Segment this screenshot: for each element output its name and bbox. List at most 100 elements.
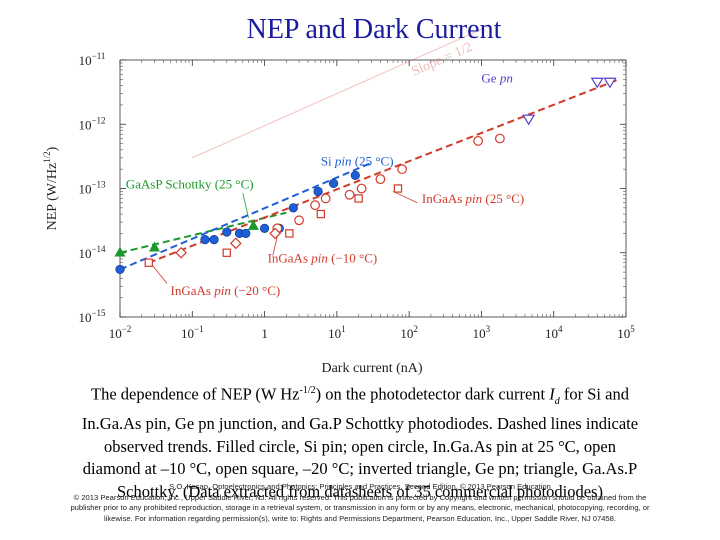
caption-line-1: The dependence of NEP (W Hz-1/2) on the … (40, 380, 680, 413)
copyright-notice: S.O. Kasap, Optoelectronics and Photonic… (22, 482, 698, 524)
y-tick-exponent: −14 (91, 244, 106, 254)
nep-chart: 10−2 10−1 1 101 102 103 104 10510−1110−1210−131… (42, 28, 635, 376)
caption-text: ) on the photodetector dark current (315, 384, 550, 404)
point-si (241, 228, 251, 239)
x-tick-exponent: 5 (630, 324, 635, 334)
annotation-tail: (−10 °C) (328, 251, 377, 266)
annotation-si: Si pin (25 °C) (321, 153, 394, 168)
x-tick-exponent: −1 (194, 324, 204, 334)
x-tick-label: 10−2 (109, 324, 132, 341)
annotation-text: Ge (481, 70, 499, 85)
caption-line-5: Schottky. (Data extracted from datasheet… (117, 481, 603, 501)
caption-sub: d (554, 395, 560, 407)
point-ge (603, 77, 617, 89)
leader-ingaas20 (152, 264, 168, 284)
caption-symbol: I (549, 384, 555, 404)
caption-line-3: observed trends. Filled circle, Si pin; … (103, 436, 617, 456)
annotation-tail: (25 °C) (482, 191, 524, 206)
data-points (114, 77, 617, 275)
y-tick-exponent: −15 (91, 308, 106, 318)
x-tick-label: 1 (261, 326, 268, 341)
point-si (350, 170, 360, 180)
x-tick-label: 101 (328, 324, 346, 341)
point-si (209, 235, 219, 245)
point-ingaas25 (473, 136, 484, 146)
annotation-text: InGaAs (422, 191, 466, 206)
point-ingaas25 (356, 183, 367, 194)
point-ingaas25 (494, 133, 505, 144)
leader-gaasp (242, 192, 249, 218)
x-tick-exponent: 4 (558, 324, 563, 334)
annotation-tail: (−20 °C) (231, 283, 280, 298)
point-si (313, 186, 323, 197)
point-gaasp (247, 219, 259, 230)
annotation-ingaas25: InGaAs pin (25 °C) (422, 191, 524, 206)
point-si (200, 235, 210, 245)
point-gaasp (148, 241, 160, 252)
x-axis-label: Dark current (nA) (321, 361, 422, 376)
annotation-text: InGaAs (171, 283, 215, 298)
credit-line-3: publisher prior to any prohibited reprod… (70, 503, 650, 513)
credit-line-1: S.O. Kasap, Optoelectronics and Photonic… (169, 482, 551, 491)
point-ingaas25 (294, 215, 304, 226)
trend-lines: Slope = 1/2 (119, 28, 620, 271)
trend-line-ingaas (148, 78, 620, 264)
annotation-italic: pn (499, 70, 513, 85)
point-ingaas20 (393, 184, 403, 193)
credit-line-2: © 2013 Pearson Education, Inc., Upper Sa… (73, 492, 647, 502)
page-title: NEP and Dark Current (246, 14, 502, 45)
y-tick-label: 10−14 (78, 244, 106, 261)
x-tick-exponent: 1 (341, 324, 346, 334)
point-ingaas25 (397, 164, 408, 175)
annotations: Ge pn Si pin (25 °C) GaAsP Schottky (25 °C… (126, 70, 524, 298)
point-ingaas25 (375, 174, 386, 185)
point-ge (590, 77, 604, 89)
point-ingaas20 (354, 194, 363, 203)
point-ingaas10 (269, 227, 281, 240)
annotation-ingaas10: InGaAs pin (−10 °C) (268, 251, 378, 266)
point-gaasp (114, 246, 126, 257)
y-tick-label: 10−13 (78, 180, 106, 197)
point-ingaas20 (285, 229, 294, 238)
annotation-tail: (25 °C) (352, 153, 394, 168)
credit-line-4: likewise. For information regarding perm… (104, 513, 616, 523)
annotation-text: GaAsP Schottky (25 °C) (126, 177, 254, 192)
annotation-italic: pin (213, 283, 231, 298)
point-ingaas20 (144, 258, 153, 267)
x-tick-label: 105 (617, 324, 635, 341)
point-si (259, 223, 270, 233)
caption-line-4: diamond at –10 °C, open square, –20 °C; … (82, 459, 638, 479)
annotation-ingaas20: InGaAs pin (−20 °C) (171, 283, 281, 298)
y-tick-exponent: −11 (92, 51, 106, 61)
y-tick-exponent: −12 (91, 115, 105, 125)
y-label-exponent: 1/2 (42, 151, 52, 163)
point-ingaas20 (316, 209, 326, 219)
x-tick-exponent: −2 (122, 324, 132, 334)
trend-line-gaasp (119, 211, 287, 254)
x-tick-label: 102 (400, 324, 418, 341)
annotation-italic: pin (334, 153, 352, 168)
point-si (288, 203, 298, 213)
point-ingaas25 (344, 189, 355, 200)
point-si (222, 227, 232, 237)
y-label-close: ) (45, 146, 60, 151)
point-ingaas25 (320, 193, 331, 204)
figure-caption: The dependence of NEP (W Hz-1/2) on the … (40, 380, 680, 503)
caption-sup: -1/2 (299, 385, 316, 396)
point-si (328, 178, 339, 189)
y-axis-label: NEP (W/Hz1/2) (42, 146, 60, 230)
annotation-italic: pin (310, 251, 328, 266)
y-tick-exponent: −13 (91, 180, 106, 190)
leader-ingaas25 (392, 191, 418, 204)
point-ge (522, 114, 536, 126)
annotation-italic: pin (465, 191, 483, 206)
y-tick-label: 10−12 (78, 115, 105, 132)
leader-ingaas10 (272, 236, 278, 256)
y-tick-label: 10−15 (78, 308, 106, 325)
point-ingaas10 (175, 246, 187, 259)
slope-guide-line (192, 28, 482, 159)
caption-text: for Si and (559, 384, 629, 404)
y-tick-label: 10−11 (79, 51, 106, 68)
x-tick-label: 10−1 (181, 324, 204, 341)
caption-line-2: In.Ga.As pin, Ge pn junction, and Ga.P S… (81, 414, 639, 434)
